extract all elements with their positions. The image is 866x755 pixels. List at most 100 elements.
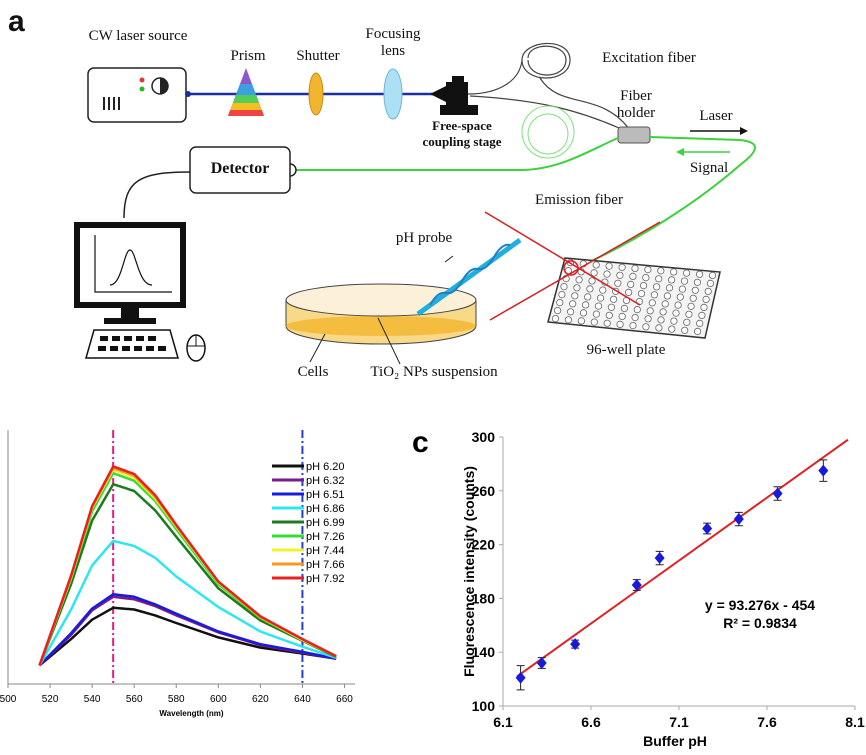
well — [560, 282, 568, 291]
well — [629, 321, 637, 330]
data-point — [702, 522, 713, 535]
x-axis-label: Buffer pH — [643, 733, 707, 749]
legend-label: pH 6.20 — [306, 461, 345, 473]
spectrum-line — [38, 539, 337, 667]
well — [652, 283, 661, 291]
well — [648, 299, 656, 307]
prism-band — [230, 103, 262, 111]
label: 96-well plate — [586, 342, 666, 358]
label: Fiber holder — [616, 88, 656, 121]
emission-fiber — [296, 137, 619, 171]
well — [657, 316, 665, 324]
shutter — [308, 72, 324, 116]
x-tick-label: 600 — [210, 694, 227, 705]
label: Shutter — [296, 48, 340, 64]
probe-fiber — [575, 136, 756, 269]
well — [618, 312, 626, 320]
leader — [377, 317, 401, 365]
well — [655, 275, 663, 283]
well — [661, 300, 669, 308]
data-point — [818, 464, 829, 477]
well — [590, 269, 598, 277]
well — [704, 287, 712, 295]
well — [680, 277, 689, 285]
well — [702, 295, 710, 303]
well — [674, 301, 682, 309]
y-tick-label: 260 — [472, 483, 496, 499]
well — [672, 309, 680, 317]
data-point — [772, 487, 783, 500]
stand — [121, 308, 139, 320]
well — [708, 271, 717, 279]
led — [139, 86, 145, 92]
well — [706, 279, 715, 287]
well — [590, 318, 598, 326]
excitation-fiber — [467, 42, 631, 131]
x-tick-label: 500 — [0, 694, 17, 705]
keys — [98, 336, 166, 351]
r-squared: R² = 0.9834 — [723, 615, 797, 631]
knob — [160, 78, 168, 94]
label: Signal — [689, 160, 729, 176]
well — [584, 293, 592, 301]
x-tick-label: 6.1 — [493, 714, 513, 730]
probe — [416, 237, 522, 317]
legend-label: pH 6.32 — [306, 475, 345, 487]
label: Cells — [297, 364, 329, 380]
x-tick-label: 580 — [168, 694, 185, 705]
y-axis-label: Fluorescence intensity (counts) — [461, 466, 477, 677]
data-point — [515, 671, 526, 684]
well — [633, 305, 641, 314]
well — [691, 286, 699, 294]
well — [592, 310, 601, 318]
label: pH probe — [395, 230, 453, 246]
well — [596, 294, 605, 302]
well — [631, 264, 639, 272]
well — [687, 302, 695, 310]
well — [603, 319, 611, 327]
well — [695, 270, 704, 278]
equation: y = 93.276x - 454 — [705, 597, 815, 613]
well — [642, 323, 650, 331]
well — [668, 325, 676, 333]
stage — [440, 105, 478, 115]
data-point — [631, 578, 642, 591]
x-tick-label: 6.6 — [581, 714, 601, 730]
lens — [383, 68, 403, 120]
stand — [104, 318, 156, 324]
well — [564, 316, 573, 324]
label: CW laser source — [88, 28, 188, 44]
well — [579, 309, 588, 317]
beam-port — [185, 91, 191, 97]
well — [588, 277, 596, 285]
coupler — [446, 82, 468, 107]
x-tick-label: 540 — [84, 694, 101, 705]
well — [696, 319, 704, 327]
well — [569, 300, 577, 308]
well — [551, 314, 560, 323]
plot-peak — [109, 249, 153, 286]
leader — [309, 333, 326, 363]
label: Excitation fiber — [602, 50, 696, 66]
well — [618, 263, 626, 271]
label: Prism — [230, 48, 266, 64]
well — [581, 301, 590, 309]
legend-label: pH 6.99 — [306, 517, 345, 529]
x-axis-label: Wavelength (nm) — [159, 709, 223, 718]
panel-label: c — [412, 426, 429, 459]
target-well — [563, 260, 579, 276]
well — [566, 308, 575, 316]
well — [650, 291, 659, 299]
leader — [444, 255, 454, 263]
data-point — [654, 552, 665, 565]
well — [676, 293, 684, 301]
data-point — [733, 513, 744, 526]
legend-label: pH 7.26 — [306, 531, 345, 543]
legend-label: pH 6.86 — [306, 503, 345, 515]
well — [698, 311, 706, 319]
panel-label: a — [8, 5, 25, 38]
well — [693, 278, 702, 286]
label: Emission fiber — [535, 192, 623, 208]
dna — [429, 243, 511, 306]
plot-axes — [94, 235, 172, 293]
